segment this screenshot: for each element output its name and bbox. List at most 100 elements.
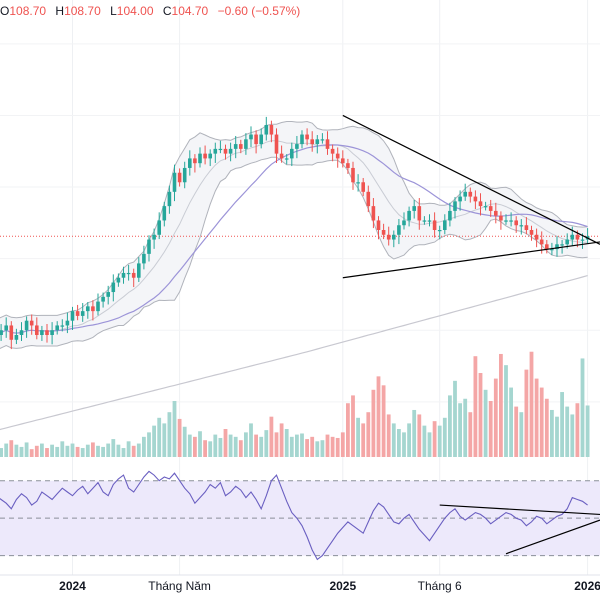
candle-body <box>162 206 167 221</box>
candle-body <box>570 234 575 240</box>
candle-body <box>24 320 29 331</box>
candle-body <box>468 191 473 197</box>
candle-body <box>371 206 376 221</box>
candle-body <box>131 272 136 278</box>
volume-bar <box>550 409 554 457</box>
candle-body <box>575 234 580 240</box>
candle-body <box>351 167 355 183</box>
candle-body <box>91 306 95 312</box>
volume-bar <box>131 445 136 457</box>
volume-bar <box>356 417 360 457</box>
volume-bar <box>315 441 320 457</box>
candle-body <box>198 153 202 164</box>
candle-body <box>509 220 513 222</box>
volume-bar <box>136 443 141 457</box>
volume-bar <box>417 414 422 457</box>
rsi-trendline-lower <box>505 519 600 555</box>
volume-bar <box>259 436 264 457</box>
candle-body <box>4 325 8 331</box>
volume-bar <box>157 417 162 457</box>
candle-body <box>223 148 228 154</box>
candle-body <box>325 139 330 149</box>
volume-bar <box>529 351 534 457</box>
volume-bar <box>142 436 146 457</box>
volume-bar <box>213 434 218 457</box>
volume-bar <box>442 417 447 457</box>
volume-bar <box>172 401 177 457</box>
volume-bar <box>177 418 182 457</box>
candle-body <box>188 158 192 168</box>
candle-body <box>580 239 585 241</box>
candle-body <box>407 210 411 221</box>
rsi-line <box>0 470 588 561</box>
candle-body <box>75 311 80 316</box>
candle-body <box>177 172 182 183</box>
volume-bar <box>310 436 315 457</box>
candle-body <box>86 306 90 312</box>
candle-body <box>239 144 243 149</box>
volume-bar <box>463 398 468 457</box>
candle-body <box>412 206 416 211</box>
candle-body <box>70 311 75 321</box>
volume-bar <box>193 436 197 457</box>
candle-body <box>330 148 335 154</box>
change-value: −0.60 (−0.57%) <box>217 4 301 18</box>
volume-bar <box>585 405 590 457</box>
volume-bar <box>75 446 80 457</box>
volume-bar <box>0 448 3 457</box>
volume-bar <box>60 441 65 457</box>
volume-bar <box>65 445 70 457</box>
volume-bar <box>325 434 330 457</box>
candle-body <box>254 134 258 145</box>
candle-body <box>218 148 223 151</box>
candle-body <box>402 220 406 226</box>
candle-body <box>356 182 360 184</box>
candle-body <box>539 239 544 245</box>
ma-long-line <box>0 275 588 431</box>
candle-body <box>259 134 263 145</box>
volume-bar <box>427 432 432 457</box>
volume-bar <box>14 444 19 457</box>
volume-bar <box>397 429 401 457</box>
volume-bar <box>203 440 207 457</box>
candle-body <box>137 263 141 278</box>
volume-bar <box>249 423 253 457</box>
volume-bar <box>366 412 371 457</box>
candle-body <box>463 191 467 197</box>
candle-body <box>101 296 105 302</box>
volume-bar <box>320 440 325 457</box>
volume-bar <box>182 426 187 457</box>
candle-body <box>126 272 131 275</box>
volume-bar <box>381 385 386 457</box>
low-value: 104.00 <box>116 4 154 18</box>
candle-body <box>376 220 381 230</box>
candle-body <box>182 167 187 183</box>
candle-body <box>213 148 218 154</box>
candle-body <box>14 335 19 340</box>
candle-body <box>193 158 197 164</box>
x-tick-label: Tháng 6 <box>418 579 462 593</box>
low-label: L <box>110 4 117 18</box>
volume-bar <box>351 395 355 457</box>
candle-body <box>565 239 569 245</box>
candle-body <box>121 272 126 278</box>
candle-body <box>534 234 539 240</box>
candle-body <box>65 320 70 326</box>
candle-body <box>519 225 524 227</box>
candle-body <box>366 191 371 207</box>
volume-bar <box>514 406 519 457</box>
candle-body <box>432 220 437 230</box>
candle-body <box>361 182 365 192</box>
volume-bar <box>335 437 340 457</box>
volume-bar <box>509 387 513 457</box>
candle-body <box>172 172 177 192</box>
candle-body <box>290 148 294 159</box>
candle-body <box>550 249 554 251</box>
candle-body <box>381 230 386 235</box>
volume-bar <box>575 403 580 457</box>
volume-bar <box>218 437 223 457</box>
candle-body <box>35 325 39 335</box>
volume-bar <box>539 387 544 457</box>
candle-body <box>45 330 49 335</box>
